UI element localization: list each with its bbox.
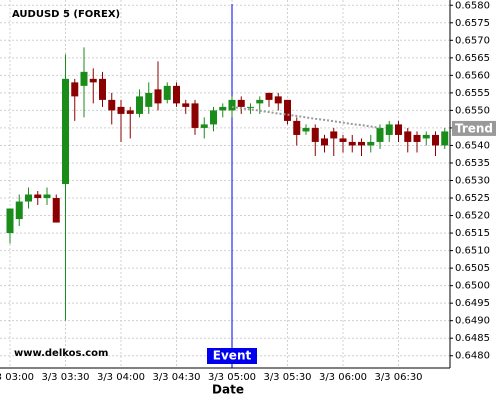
- candle-body: [284, 99, 291, 121]
- candle-body: [126, 110, 134, 114]
- x-tick-label: 3/3 04:00: [97, 372, 145, 383]
- x-tick-label: 3/3 06:30: [374, 372, 422, 383]
- candle-body: [376, 127, 384, 142]
- watermark: www.delkos.com: [14, 348, 108, 359]
- candle-body: [108, 99, 116, 111]
- candle-body: [99, 78, 106, 100]
- candle-body: [154, 89, 162, 104]
- y-tick-label: 0.6560: [455, 70, 490, 81]
- candle-body: [404, 131, 412, 142]
- y-tick-label: 0.6520: [455, 211, 490, 222]
- candle-body: [339, 138, 347, 142]
- candle-body: [71, 82, 79, 97]
- candle-body: [441, 131, 449, 146]
- y-tick-label: 0.6555: [455, 88, 490, 99]
- x-axis-label: Date: [212, 383, 244, 397]
- plot-area: [0, 0, 450, 368]
- candle-body: [367, 141, 375, 146]
- candle-body: [413, 134, 421, 142]
- candle-body: [385, 124, 393, 135]
- chart-title: AUDUSD 5 (FOREX): [12, 9, 120, 20]
- candle-body: [330, 131, 338, 139]
- candle-body: [432, 134, 439, 146]
- candle-body: [182, 103, 190, 107]
- y-tick-label: 0.6540: [455, 140, 490, 151]
- candle-body: [89, 78, 97, 83]
- y-tick-label: 0.6505: [455, 263, 490, 274]
- x-tick-label: 3/3 04:30: [152, 372, 200, 383]
- candle-body: [43, 194, 51, 199]
- candle-body: [348, 141, 356, 146]
- candle-body: [321, 138, 328, 146]
- candle-body: [395, 124, 402, 135]
- candle-body: [256, 99, 264, 104]
- candle-body: [15, 201, 23, 220]
- candle-body: [80, 71, 88, 86]
- candle-body: [293, 120, 301, 135]
- y-tick-label: 0.6490: [455, 316, 490, 327]
- candle-body: [136, 96, 143, 114]
- x-tick-label: 3/3 06:00: [319, 372, 367, 383]
- candle-body: [302, 127, 310, 132]
- y-tick-label: 0.6530: [455, 175, 490, 186]
- y-tick-label: 0.6550: [455, 105, 490, 116]
- x-tick-label: 3/3 03:00: [0, 372, 34, 383]
- candle-body: [163, 85, 171, 100]
- x-tick-label: 3/3 03:30: [41, 372, 89, 383]
- candle-body: [62, 78, 69, 184]
- y-tick-label: 0.6535: [455, 158, 490, 169]
- y-tick-label: 0.6525: [455, 193, 490, 204]
- y-tick-label: 0.6495: [455, 298, 490, 309]
- y-tick-label: 0.6580: [455, 0, 490, 11]
- trend-line: [231, 105, 381, 129]
- candle-body: [274, 96, 282, 104]
- candle-body: [191, 103, 199, 128]
- candle-body: [247, 106, 254, 108]
- y-tick-label: 0.6485: [455, 333, 490, 344]
- candle-body: [228, 99, 236, 111]
- x-tick-label: 3/3 05:00: [208, 372, 256, 383]
- candle-body: [237, 99, 245, 107]
- candle-body: [422, 134, 430, 139]
- candle-body: [25, 194, 32, 202]
- y-tick-label: 0.6515: [455, 228, 490, 239]
- candle-body: [6, 208, 14, 234]
- x-tick-label: 3/3 05:30: [263, 372, 311, 383]
- candle-body: [200, 124, 208, 128]
- candle-body: [34, 194, 42, 199]
- candle-body: [173, 85, 180, 104]
- trend-label: Trend: [455, 121, 493, 135]
- candle-body: [358, 141, 365, 146]
- candle-body: [265, 92, 273, 100]
- y-tick-label: 0.6480: [455, 351, 490, 362]
- event-label-box: [207, 348, 257, 364]
- marks: [6, 4, 449, 368]
- candle-body: [219, 106, 227, 111]
- y-tick-label: 0.6565: [455, 53, 490, 64]
- y-tick-label: 0.6510: [455, 246, 490, 257]
- candle-body: [145, 92, 153, 107]
- y-tick-label: 0.6500: [455, 281, 490, 292]
- trend-label-box: [452, 120, 496, 136]
- candle-body: [311, 127, 319, 142]
- candle-body: [210, 110, 217, 125]
- y-tick-label: 0.6570: [455, 35, 490, 46]
- candle-body: [117, 106, 125, 114]
- y-tick-label: 0.6575: [455, 18, 490, 29]
- event-label: Event: [213, 349, 252, 363]
- candle-body: [52, 198, 60, 223]
